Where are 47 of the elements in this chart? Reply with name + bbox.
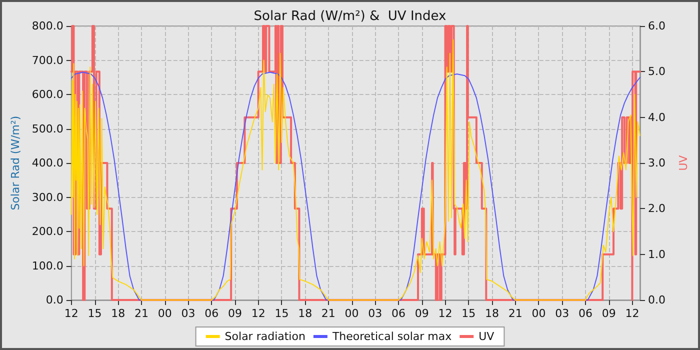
x-tick-label: 15 <box>88 307 102 320</box>
y2-tick-label: 4.0 <box>648 110 666 124</box>
x-tick-label: 06 <box>578 307 592 320</box>
y2-tick-label: 0.0 <box>648 294 666 306</box>
x-tick-label: 09 <box>602 307 616 320</box>
y-tick-label: 400.0 <box>32 156 64 170</box>
legend-label: Theoretical solar max <box>331 330 452 343</box>
x-tick-label: 15 <box>462 307 476 320</box>
x-tick-label: 09 <box>228 307 242 320</box>
x-tick-label: 21 <box>321 307 336 320</box>
y2-tick-label: 2.0 <box>648 202 666 216</box>
x-tick-label: 00 <box>344 307 359 320</box>
x-tick-label: 06 <box>204 307 219 320</box>
y-axis-title: Solar Rad (W/m²) <box>9 116 22 210</box>
y2-axis-title: UV <box>677 154 690 171</box>
y-tick-label: 500.0 <box>32 122 64 136</box>
y-tick-label: 800.0 <box>32 20 64 32</box>
x-tick-label: 21 <box>134 307 148 320</box>
x-tick-label: 09 <box>414 307 429 320</box>
y-tick-label: 700.0 <box>32 54 64 67</box>
x-tick-label: 18 <box>298 307 312 320</box>
x-tick-label: 00 <box>532 307 546 320</box>
x-tick-label: 15 <box>274 307 289 320</box>
y-tick-label: 0.0 <box>46 294 64 306</box>
chart-title: Solar Rad (W/m²) & UV Index <box>254 9 447 24</box>
x-tick-label: 12 <box>251 307 266 320</box>
x-tick-label: 12 <box>64 307 78 320</box>
x-tick-label: 03 <box>368 307 382 320</box>
x-tick-label: 03 <box>555 307 570 320</box>
x-tick-label: 12 <box>438 307 452 320</box>
x-tick-label: 00 <box>158 307 172 320</box>
y-tick-label: 100.0 <box>32 259 64 272</box>
legend-label: Solar radiation <box>224 330 306 343</box>
x-tick-label: 18 <box>485 307 500 320</box>
y2-tick-label: 3.0 <box>648 156 666 170</box>
y2-tick-label: 6.0 <box>648 20 666 32</box>
x-tick-label: 06 <box>392 307 406 320</box>
y-tick-label: 600.0 <box>32 88 64 101</box>
y-tick-label: 200.0 <box>32 225 64 238</box>
x-tick-label: 12 <box>625 307 640 320</box>
y2-tick-label: 1.0 <box>648 248 666 261</box>
y-tick-label: 300.0 <box>32 190 64 204</box>
legend-label: UV <box>478 330 495 343</box>
x-tick-label: 21 <box>508 307 522 320</box>
x-tick-label: 18 <box>111 307 126 320</box>
y2-tick-label: 5.0 <box>648 65 666 78</box>
x-tick-label: 03 <box>181 307 196 320</box>
